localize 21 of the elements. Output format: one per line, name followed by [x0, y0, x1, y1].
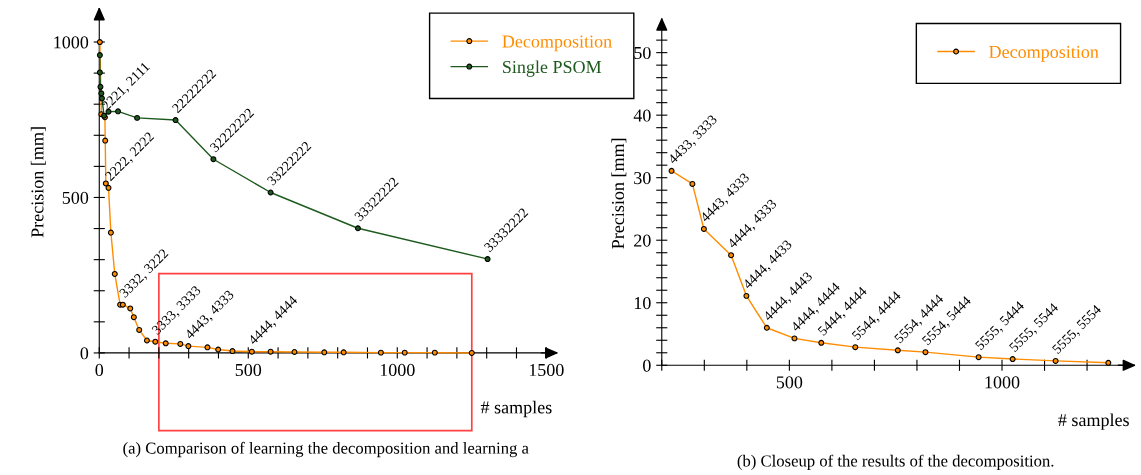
y-axis-title: Precision [mm]	[611, 138, 627, 249]
y-tick-label: 40	[633, 109, 651, 122]
x-axis-title: # samples	[480, 400, 552, 418]
y-tick-label: 500	[62, 191, 89, 204]
legend-label: Decomposition	[502, 35, 612, 52]
x-tick-label: 1500	[529, 363, 564, 377]
y-tick-label: 50	[634, 46, 651, 60]
x-tick-label: 1000	[380, 363, 415, 377]
y-tick-label: 20	[634, 234, 651, 247]
x-tick-label: 0	[95, 363, 104, 377]
x-axis-title: # samples	[1058, 413, 1129, 430]
y-tick-label: 0	[80, 347, 89, 360]
legend-label: Decomposition	[989, 45, 1099, 62]
text: (a) Comparison of learning the decomposition and learning a	[123, 441, 529, 458]
y-axis-title: Precision [mm]	[30, 127, 46, 238]
x-tick-label: 500	[235, 363, 262, 377]
y-tick-label: 30	[634, 171, 651, 185]
y-tick-label: 1000	[54, 36, 89, 49]
legend-label: Single PSOM	[503, 60, 602, 77]
y-tick-label: 10	[634, 297, 651, 310]
text: (b) Closeup of the results of the decomposition.	[737, 454, 1054, 470]
